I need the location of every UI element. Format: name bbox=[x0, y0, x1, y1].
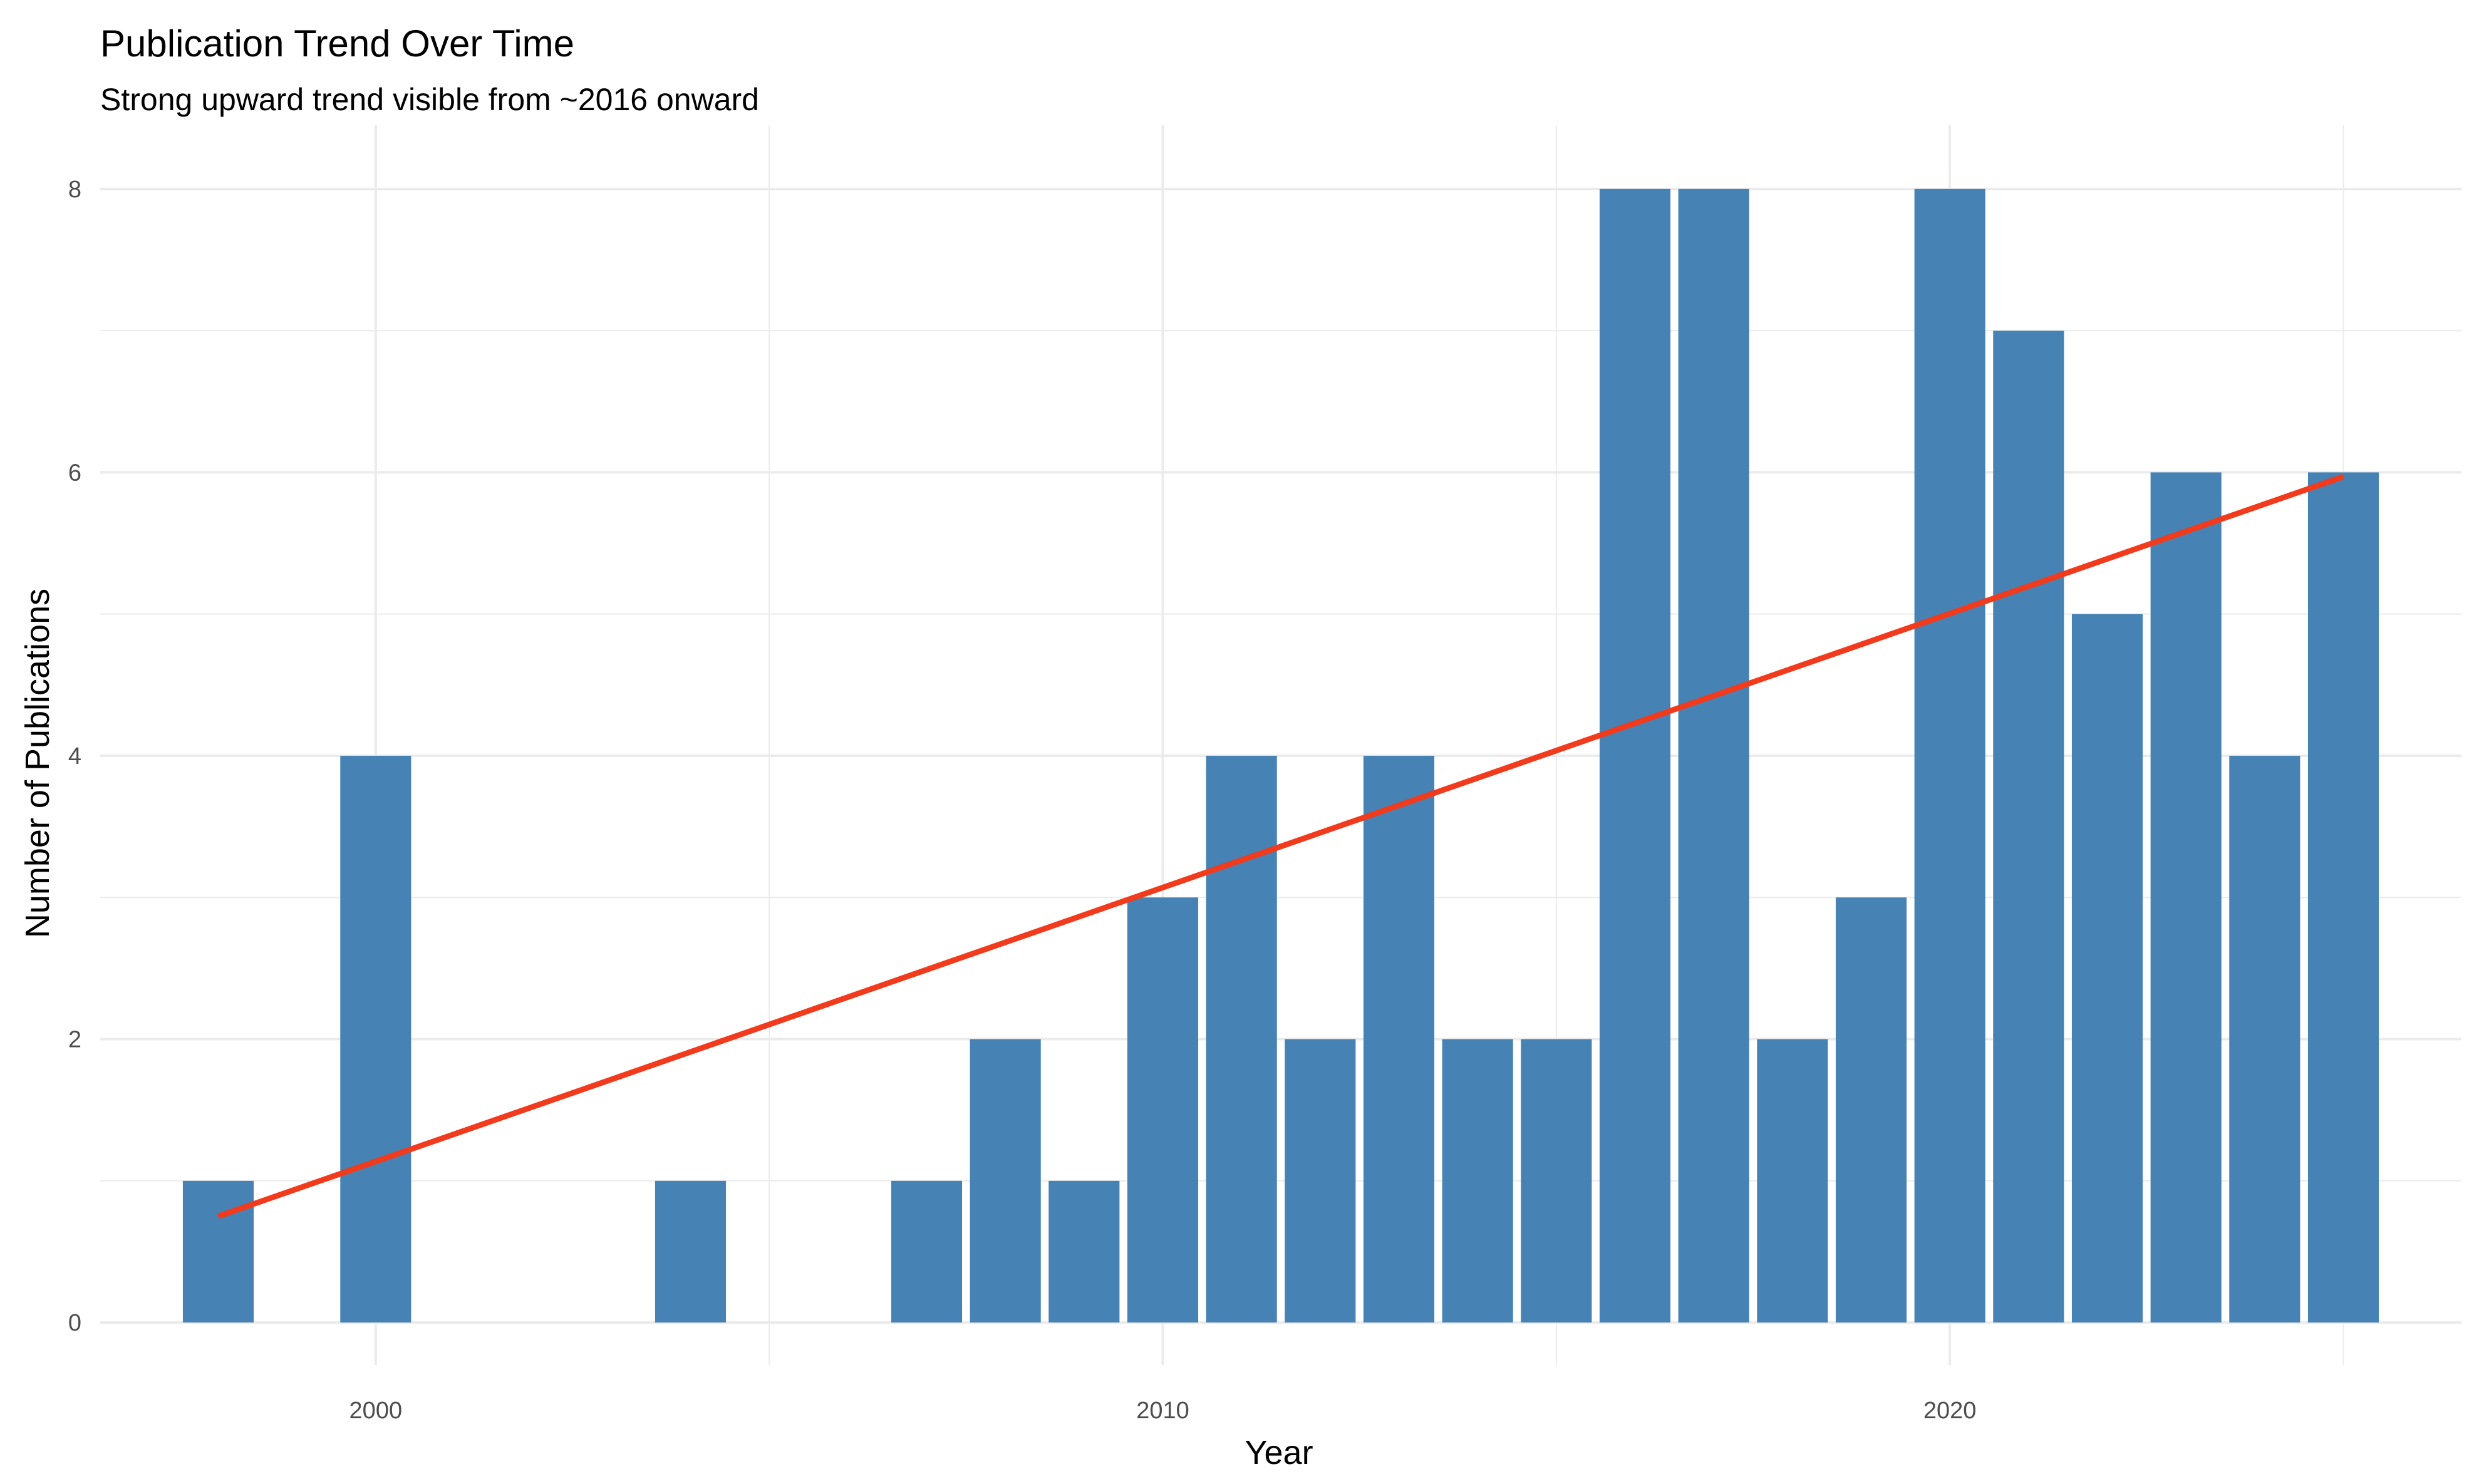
bar-2022 bbox=[2071, 614, 2143, 1323]
bar-2016 bbox=[1599, 188, 1671, 1323]
bar-2024 bbox=[2229, 755, 2300, 1323]
bar-2011 bbox=[1206, 755, 1277, 1323]
bar-2017 bbox=[1678, 188, 1749, 1323]
chart-title: Publication Trend Over Time bbox=[100, 23, 574, 64]
bar-2020 bbox=[1914, 188, 1985, 1323]
bar-2014 bbox=[1442, 1039, 1513, 1323]
bar-2008 bbox=[970, 1039, 1041, 1323]
x-axis-label: Year bbox=[1245, 1434, 1313, 1471]
x-axis-tick-labels: 2000 2010 2020 bbox=[349, 1398, 1977, 1424]
bar-2023 bbox=[2150, 472, 2222, 1323]
y-tick-label: 2 bbox=[68, 1027, 81, 1053]
bar-2007 bbox=[891, 1180, 963, 1323]
x-tick-label: 2000 bbox=[349, 1398, 403, 1424]
y-tick-label: 4 bbox=[68, 743, 81, 770]
bar-2010 bbox=[1127, 897, 1199, 1323]
bar-1998 bbox=[182, 1180, 254, 1323]
trend-line-group bbox=[217, 473, 2344, 1219]
y-axis-tick-labels: 0 2 4 6 8 bbox=[68, 177, 81, 1336]
x-tick-label: 2020 bbox=[1923, 1398, 1977, 1424]
minor-gridlines bbox=[100, 125, 2461, 1365]
y-tick-label: 6 bbox=[68, 460, 81, 486]
y-axis-label: Number of Publications bbox=[19, 589, 56, 938]
bars bbox=[182, 188, 2379, 1323]
bar-2025 bbox=[2307, 472, 2379, 1323]
y-tick-label: 8 bbox=[68, 177, 81, 203]
y-tick-label: 0 bbox=[68, 1310, 81, 1336]
bar-2019 bbox=[1835, 897, 1907, 1323]
bar-2004 bbox=[655, 1180, 727, 1323]
bar-2009 bbox=[1048, 1180, 1120, 1323]
bar-2015 bbox=[1521, 1039, 1592, 1323]
trend-line bbox=[217, 473, 2344, 1219]
bar-2012 bbox=[1285, 1039, 1356, 1323]
chart-subtitle: Strong upward trend visible from ~2016 o… bbox=[100, 82, 759, 117]
bar-2000 bbox=[340, 755, 411, 1323]
bar-2013 bbox=[1363, 755, 1435, 1323]
bar-2018 bbox=[1757, 1039, 1828, 1323]
x-tick-label: 2010 bbox=[1136, 1398, 1189, 1424]
bar-2021 bbox=[1993, 331, 2064, 1323]
